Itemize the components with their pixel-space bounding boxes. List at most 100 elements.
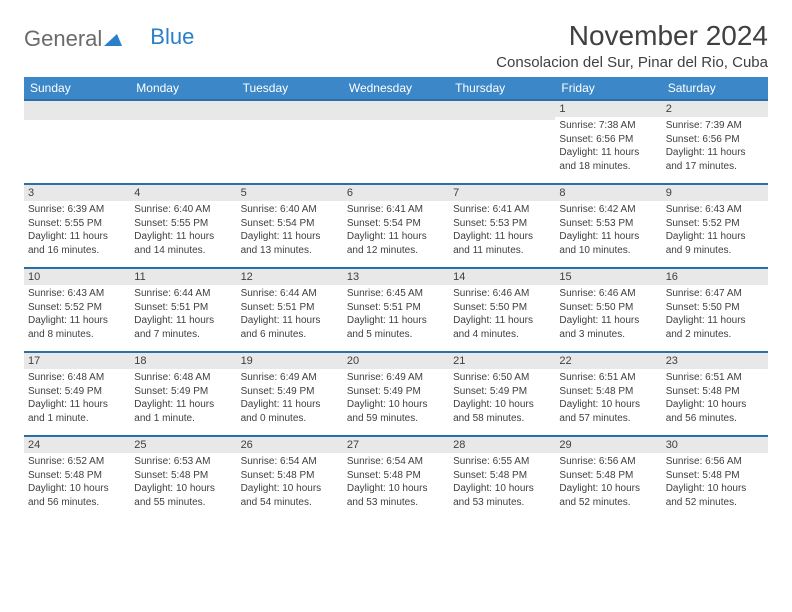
calendar-day-cell: 29Sunrise: 6:56 AMSunset: 5:48 PMDayligh…: [555, 435, 661, 519]
calendar-table: SundayMondayTuesdayWednesdayThursdayFrid…: [24, 77, 768, 519]
calendar-day-cell: [24, 99, 130, 183]
daylight-text: Daylight: 11 hours and 11 minutes.: [453, 230, 551, 257]
sunset-text: Sunset: 5:48 PM: [241, 469, 339, 483]
sunset-text: Sunset: 5:54 PM: [347, 217, 445, 231]
calendar-day-cell: [449, 99, 555, 183]
sunset-text: Sunset: 5:48 PM: [559, 469, 657, 483]
day-body: Sunrise: 6:56 AMSunset: 5:48 PMDaylight:…: [555, 453, 661, 511]
daylight-text: Daylight: 11 hours and 16 minutes.: [28, 230, 126, 257]
daylight-text: Daylight: 10 hours and 59 minutes.: [347, 398, 445, 425]
day-body: Sunrise: 7:39 AMSunset: 6:56 PMDaylight:…: [662, 117, 768, 175]
day-number-bar: 6: [343, 183, 449, 201]
calendar-day-cell: 23Sunrise: 6:51 AMSunset: 5:48 PMDayligh…: [662, 351, 768, 435]
day-number-bar: 27: [343, 435, 449, 453]
day-body: Sunrise: 6:40 AMSunset: 5:55 PMDaylight:…: [130, 201, 236, 259]
daylight-text: Daylight: 10 hours and 53 minutes.: [347, 482, 445, 509]
weekday-header: Wednesday: [343, 77, 449, 99]
daylight-text: Daylight: 11 hours and 4 minutes.: [453, 314, 551, 341]
sunset-text: Sunset: 5:48 PM: [666, 385, 764, 399]
sunrise-text: Sunrise: 6:43 AM: [28, 287, 126, 301]
sunrise-text: Sunrise: 6:40 AM: [134, 203, 232, 217]
calendar-day-cell: 20Sunrise: 6:49 AMSunset: 5:49 PMDayligh…: [343, 351, 449, 435]
sunset-text: Sunset: 5:51 PM: [134, 301, 232, 315]
calendar-day-cell: 21Sunrise: 6:50 AMSunset: 5:49 PMDayligh…: [449, 351, 555, 435]
sunrise-text: Sunrise: 6:54 AM: [347, 455, 445, 469]
day-number-bar: 26: [237, 435, 343, 453]
day-body: Sunrise: 7:38 AMSunset: 6:56 PMDaylight:…: [555, 117, 661, 175]
day-body: Sunrise: 6:50 AMSunset: 5:49 PMDaylight:…: [449, 369, 555, 427]
day-number-bar: 18: [130, 351, 236, 369]
daylight-text: Daylight: 11 hours and 7 minutes.: [134, 314, 232, 341]
sunset-text: Sunset: 5:55 PM: [28, 217, 126, 231]
sunrise-text: Sunrise: 6:56 AM: [559, 455, 657, 469]
sunset-text: Sunset: 5:49 PM: [134, 385, 232, 399]
calendar-day-cell: 3Sunrise: 6:39 AMSunset: 5:55 PMDaylight…: [24, 183, 130, 267]
day-body: Sunrise: 6:48 AMSunset: 5:49 PMDaylight:…: [24, 369, 130, 427]
day-body: Sunrise: 6:51 AMSunset: 5:48 PMDaylight:…: [662, 369, 768, 427]
logo-text-blue: Blue: [150, 24, 194, 50]
calendar-week-row: 17Sunrise: 6:48 AMSunset: 5:49 PMDayligh…: [24, 351, 768, 435]
calendar-week-row: 10Sunrise: 6:43 AMSunset: 5:52 PMDayligh…: [24, 267, 768, 351]
calendar-day-cell: 7Sunrise: 6:41 AMSunset: 5:53 PMDaylight…: [449, 183, 555, 267]
sunset-text: Sunset: 5:52 PM: [666, 217, 764, 231]
sunset-text: Sunset: 5:55 PM: [134, 217, 232, 231]
sunrise-text: Sunrise: 6:44 AM: [241, 287, 339, 301]
day-body: Sunrise: 6:46 AMSunset: 5:50 PMDaylight:…: [555, 285, 661, 343]
daylight-text: Daylight: 10 hours and 54 minutes.: [241, 482, 339, 509]
sunrise-text: Sunrise: 6:52 AM: [28, 455, 126, 469]
daylight-text: Daylight: 10 hours and 56 minutes.: [28, 482, 126, 509]
day-body: Sunrise: 6:54 AMSunset: 5:48 PMDaylight:…: [237, 453, 343, 511]
sunset-text: Sunset: 6:56 PM: [559, 133, 657, 147]
sunrise-text: Sunrise: 6:42 AM: [559, 203, 657, 217]
sunrise-text: Sunrise: 6:56 AM: [666, 455, 764, 469]
daylight-text: Daylight: 11 hours and 8 minutes.: [28, 314, 126, 341]
day-body: Sunrise: 6:43 AMSunset: 5:52 PMDaylight:…: [24, 285, 130, 343]
day-number-bar: [237, 99, 343, 120]
day-body: Sunrise: 6:40 AMSunset: 5:54 PMDaylight:…: [237, 201, 343, 259]
day-body: Sunrise: 6:43 AMSunset: 5:52 PMDaylight:…: [662, 201, 768, 259]
weekday-header: Sunday: [24, 77, 130, 99]
calendar-day-cell: 26Sunrise: 6:54 AMSunset: 5:48 PMDayligh…: [237, 435, 343, 519]
sunrise-text: Sunrise: 6:51 AM: [559, 371, 657, 385]
daylight-text: Daylight: 11 hours and 1 minute.: [28, 398, 126, 425]
sunset-text: Sunset: 5:52 PM: [28, 301, 126, 315]
day-number-bar: 17: [24, 351, 130, 369]
sunrise-text: Sunrise: 6:44 AM: [134, 287, 232, 301]
day-number-bar: 14: [449, 267, 555, 285]
daylight-text: Daylight: 10 hours and 52 minutes.: [559, 482, 657, 509]
sunset-text: Sunset: 5:51 PM: [241, 301, 339, 315]
day-body: Sunrise: 6:48 AMSunset: 5:49 PMDaylight:…: [130, 369, 236, 427]
day-number-bar: 19: [237, 351, 343, 369]
logo-triangle-icon: [104, 26, 122, 52]
day-body: Sunrise: 6:44 AMSunset: 5:51 PMDaylight:…: [130, 285, 236, 343]
sunrise-text: Sunrise: 6:48 AM: [134, 371, 232, 385]
sunrise-text: Sunrise: 6:46 AM: [453, 287, 551, 301]
header-row: General Blue November 2024 Consolacion d…: [24, 20, 768, 71]
daylight-text: Daylight: 11 hours and 14 minutes.: [134, 230, 232, 257]
sunset-text: Sunset: 5:48 PM: [134, 469, 232, 483]
day-body: Sunrise: 6:41 AMSunset: 5:54 PMDaylight:…: [343, 201, 449, 259]
sunrise-text: Sunrise: 6:49 AM: [347, 371, 445, 385]
sunrise-text: Sunrise: 7:39 AM: [666, 119, 764, 133]
location: Consolacion del Sur, Pinar del Rio, Cuba: [496, 54, 768, 71]
month-title: November 2024: [496, 20, 768, 52]
sunrise-text: Sunrise: 6:46 AM: [559, 287, 657, 301]
sunset-text: Sunset: 5:50 PM: [666, 301, 764, 315]
day-number-bar: 3: [24, 183, 130, 201]
daylight-text: Daylight: 11 hours and 3 minutes.: [559, 314, 657, 341]
day-number-bar: 15: [555, 267, 661, 285]
calendar-week-row: 3Sunrise: 6:39 AMSunset: 5:55 PMDaylight…: [24, 183, 768, 267]
day-number-bar: 28: [449, 435, 555, 453]
day-number-bar: 9: [662, 183, 768, 201]
day-number-bar: 5: [237, 183, 343, 201]
day-number-bar: 1: [555, 99, 661, 117]
daylight-text: Daylight: 11 hours and 13 minutes.: [241, 230, 339, 257]
daylight-text: Daylight: 10 hours and 55 minutes.: [134, 482, 232, 509]
day-number-bar: 29: [555, 435, 661, 453]
day-number-bar: 11: [130, 267, 236, 285]
sunset-text: Sunset: 5:48 PM: [666, 469, 764, 483]
sunset-text: Sunset: 5:49 PM: [241, 385, 339, 399]
weekday-header: Monday: [130, 77, 236, 99]
daylight-text: Daylight: 11 hours and 12 minutes.: [347, 230, 445, 257]
sunrise-text: Sunrise: 6:45 AM: [347, 287, 445, 301]
